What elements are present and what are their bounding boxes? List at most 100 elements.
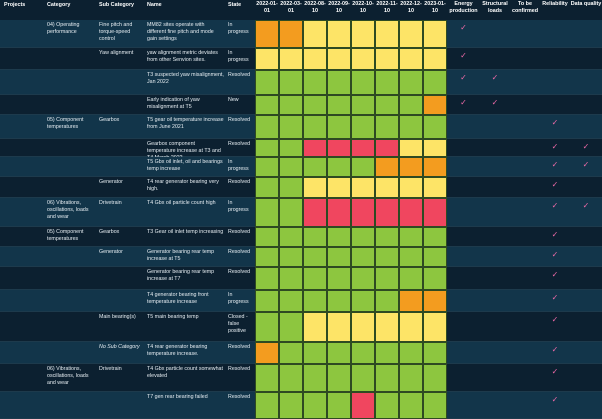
column-header: Category bbox=[47, 2, 71, 8]
issue-name: MM82 sites operate with different fine p… bbox=[147, 22, 214, 42]
heat-cell bbox=[423, 139, 447, 157]
issue-name: T4 Gbx oil particle count high bbox=[147, 200, 216, 206]
check-mark: ✓ bbox=[551, 345, 559, 354]
heat-cell bbox=[375, 70, 399, 95]
state: In progress bbox=[228, 22, 249, 35]
check-mark: ✓ bbox=[551, 250, 559, 259]
date-header: 2023-01-10 bbox=[424, 1, 446, 15]
heat-cell bbox=[327, 95, 351, 115]
heat-cell bbox=[375, 227, 399, 247]
heat-cell bbox=[423, 48, 447, 70]
heat-cell bbox=[303, 157, 327, 177]
date-header: 2022-11-10 bbox=[376, 1, 398, 15]
heat-cell bbox=[375, 198, 399, 227]
heat-cell bbox=[375, 364, 399, 392]
heat-cell bbox=[399, 247, 423, 267]
check-mark: ✓ bbox=[551, 315, 559, 324]
heat-cell bbox=[375, 139, 399, 157]
issue-name: T3 Gear oil inlet temp increasing bbox=[147, 229, 224, 235]
heat-cell bbox=[279, 70, 303, 95]
heat-cell bbox=[255, 392, 279, 419]
heat-cell bbox=[399, 115, 423, 139]
heat-cell bbox=[279, 177, 303, 198]
heat-cell bbox=[351, 48, 375, 70]
heat-cell bbox=[327, 364, 351, 392]
heat-cell bbox=[303, 48, 327, 70]
heat-cell bbox=[375, 115, 399, 139]
state: Resolved bbox=[228, 269, 251, 275]
heat-cell bbox=[255, 95, 279, 115]
heat-cell bbox=[327, 48, 351, 70]
sub-category: Drivetrain bbox=[99, 200, 122, 206]
heat-cell bbox=[399, 312, 423, 342]
heat-cell bbox=[327, 312, 351, 342]
check-mark: ✓ bbox=[551, 142, 559, 151]
check-mark: ✓ bbox=[460, 73, 467, 82]
heat-cell bbox=[327, 115, 351, 139]
heat-cell bbox=[423, 364, 447, 392]
check-mark: ✓ bbox=[491, 98, 499, 107]
heat-cell bbox=[399, 177, 423, 198]
issue-name: yaw alignment metric deviates from other… bbox=[147, 50, 218, 63]
heat-cell bbox=[279, 115, 303, 139]
heat-cell bbox=[327, 20, 351, 48]
heat-cell bbox=[279, 364, 303, 392]
heat-cell bbox=[375, 342, 399, 364]
heat-cell bbox=[399, 95, 423, 115]
category: 06) Vibrations, oscillations, loads and … bbox=[47, 200, 89, 220]
heat-cell bbox=[303, 392, 327, 419]
sub-category: Fine pitch and torque-speed control bbox=[99, 22, 133, 42]
heat-cell bbox=[375, 157, 399, 177]
heat-cell bbox=[255, 115, 279, 139]
state: Resolved bbox=[228, 179, 251, 185]
check-mark: ✓ bbox=[551, 367, 559, 376]
heat-cell bbox=[303, 290, 327, 312]
check-mark: ✓ bbox=[460, 51, 467, 60]
heat-cell bbox=[327, 342, 351, 364]
heat-cell bbox=[351, 20, 375, 48]
heat-cell bbox=[327, 392, 351, 419]
heat-cell bbox=[279, 95, 303, 115]
heat-cell bbox=[303, 95, 327, 115]
heat-cell bbox=[255, 157, 279, 177]
flag-header: Reliability bbox=[542, 1, 568, 7]
heat-cell bbox=[279, 290, 303, 312]
heat-cell bbox=[399, 70, 423, 95]
issue-name: T7 gen rear bearing failed bbox=[147, 394, 208, 400]
sub-category: Main bearing(s) bbox=[99, 314, 136, 320]
heat-cell bbox=[303, 115, 327, 139]
check-mark: ✓ bbox=[551, 180, 559, 189]
heat-cell bbox=[351, 267, 375, 290]
heat-cell bbox=[327, 247, 351, 267]
check-mark: ✓ bbox=[551, 395, 559, 404]
heat-cell bbox=[375, 48, 399, 70]
heat-cell bbox=[351, 115, 375, 139]
heat-cell bbox=[255, 342, 279, 364]
column-header: Projects bbox=[4, 2, 26, 8]
heat-cell bbox=[375, 247, 399, 267]
heat-cell bbox=[255, 312, 279, 342]
heat-cell bbox=[255, 139, 279, 157]
heat-cell bbox=[399, 290, 423, 312]
heat-cell bbox=[303, 247, 327, 267]
heat-cell bbox=[279, 20, 303, 48]
heat-cell bbox=[423, 95, 447, 115]
heat-cell bbox=[399, 392, 423, 419]
heat-cell bbox=[375, 290, 399, 312]
heat-cell bbox=[327, 177, 351, 198]
issue-name: T5 Gbx oil inlet, oil and bearings temp … bbox=[147, 159, 223, 172]
check-mark: ✓ bbox=[582, 142, 590, 151]
heat-cell bbox=[303, 364, 327, 392]
flag-header: To be confirmed bbox=[511, 1, 539, 15]
heat-cell bbox=[327, 157, 351, 177]
heat-cell bbox=[399, 364, 423, 392]
date-header: 2022-09-10 bbox=[328, 1, 350, 15]
issue-name: Generator bearing rear temp increase at … bbox=[147, 269, 215, 282]
heat-cell bbox=[351, 290, 375, 312]
heat-cell bbox=[351, 312, 375, 342]
heat-cell bbox=[351, 247, 375, 267]
issue-name: T5 gear oil temperature increase from Ju… bbox=[147, 117, 224, 130]
heat-cell bbox=[327, 139, 351, 157]
category: 06) Vibrations, oscillations, loads and … bbox=[47, 366, 89, 386]
